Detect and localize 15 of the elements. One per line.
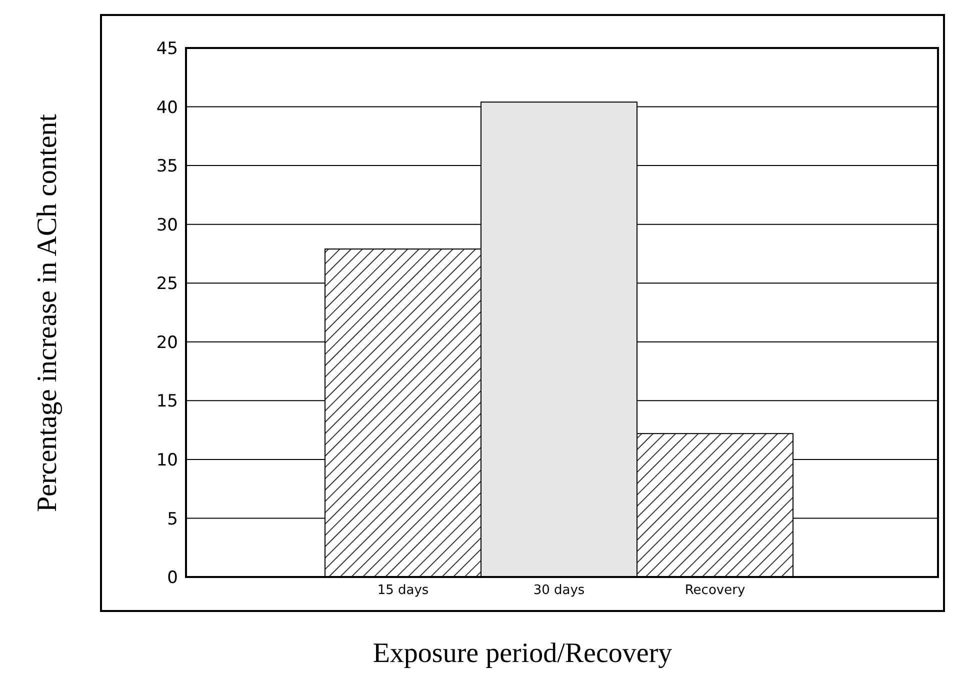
y-axis-title: Percentage increase in ACh content (32, 114, 64, 512)
x-tick-label: 15 days (377, 583, 429, 598)
y-tick-label: 40 (156, 98, 178, 118)
y-tick-label: 0 (167, 568, 178, 588)
y-tick-label: 20 (156, 332, 178, 353)
y-tick-label: 5 (167, 509, 178, 530)
y-tick-label: 35 (156, 156, 178, 177)
x-axis-title: Exposure period/Recovery (372, 638, 674, 670)
y-tick-label: 30 (156, 215, 178, 236)
y-tick-label: 45 (156, 39, 178, 60)
y-tick-label: 10 (156, 450, 178, 470)
x-tick-label: 30 days (533, 583, 585, 598)
x-tick-label: Recovery (684, 583, 746, 598)
y-tick-label: 25 (156, 274, 178, 294)
y-tick-label: 15 (156, 392, 178, 412)
